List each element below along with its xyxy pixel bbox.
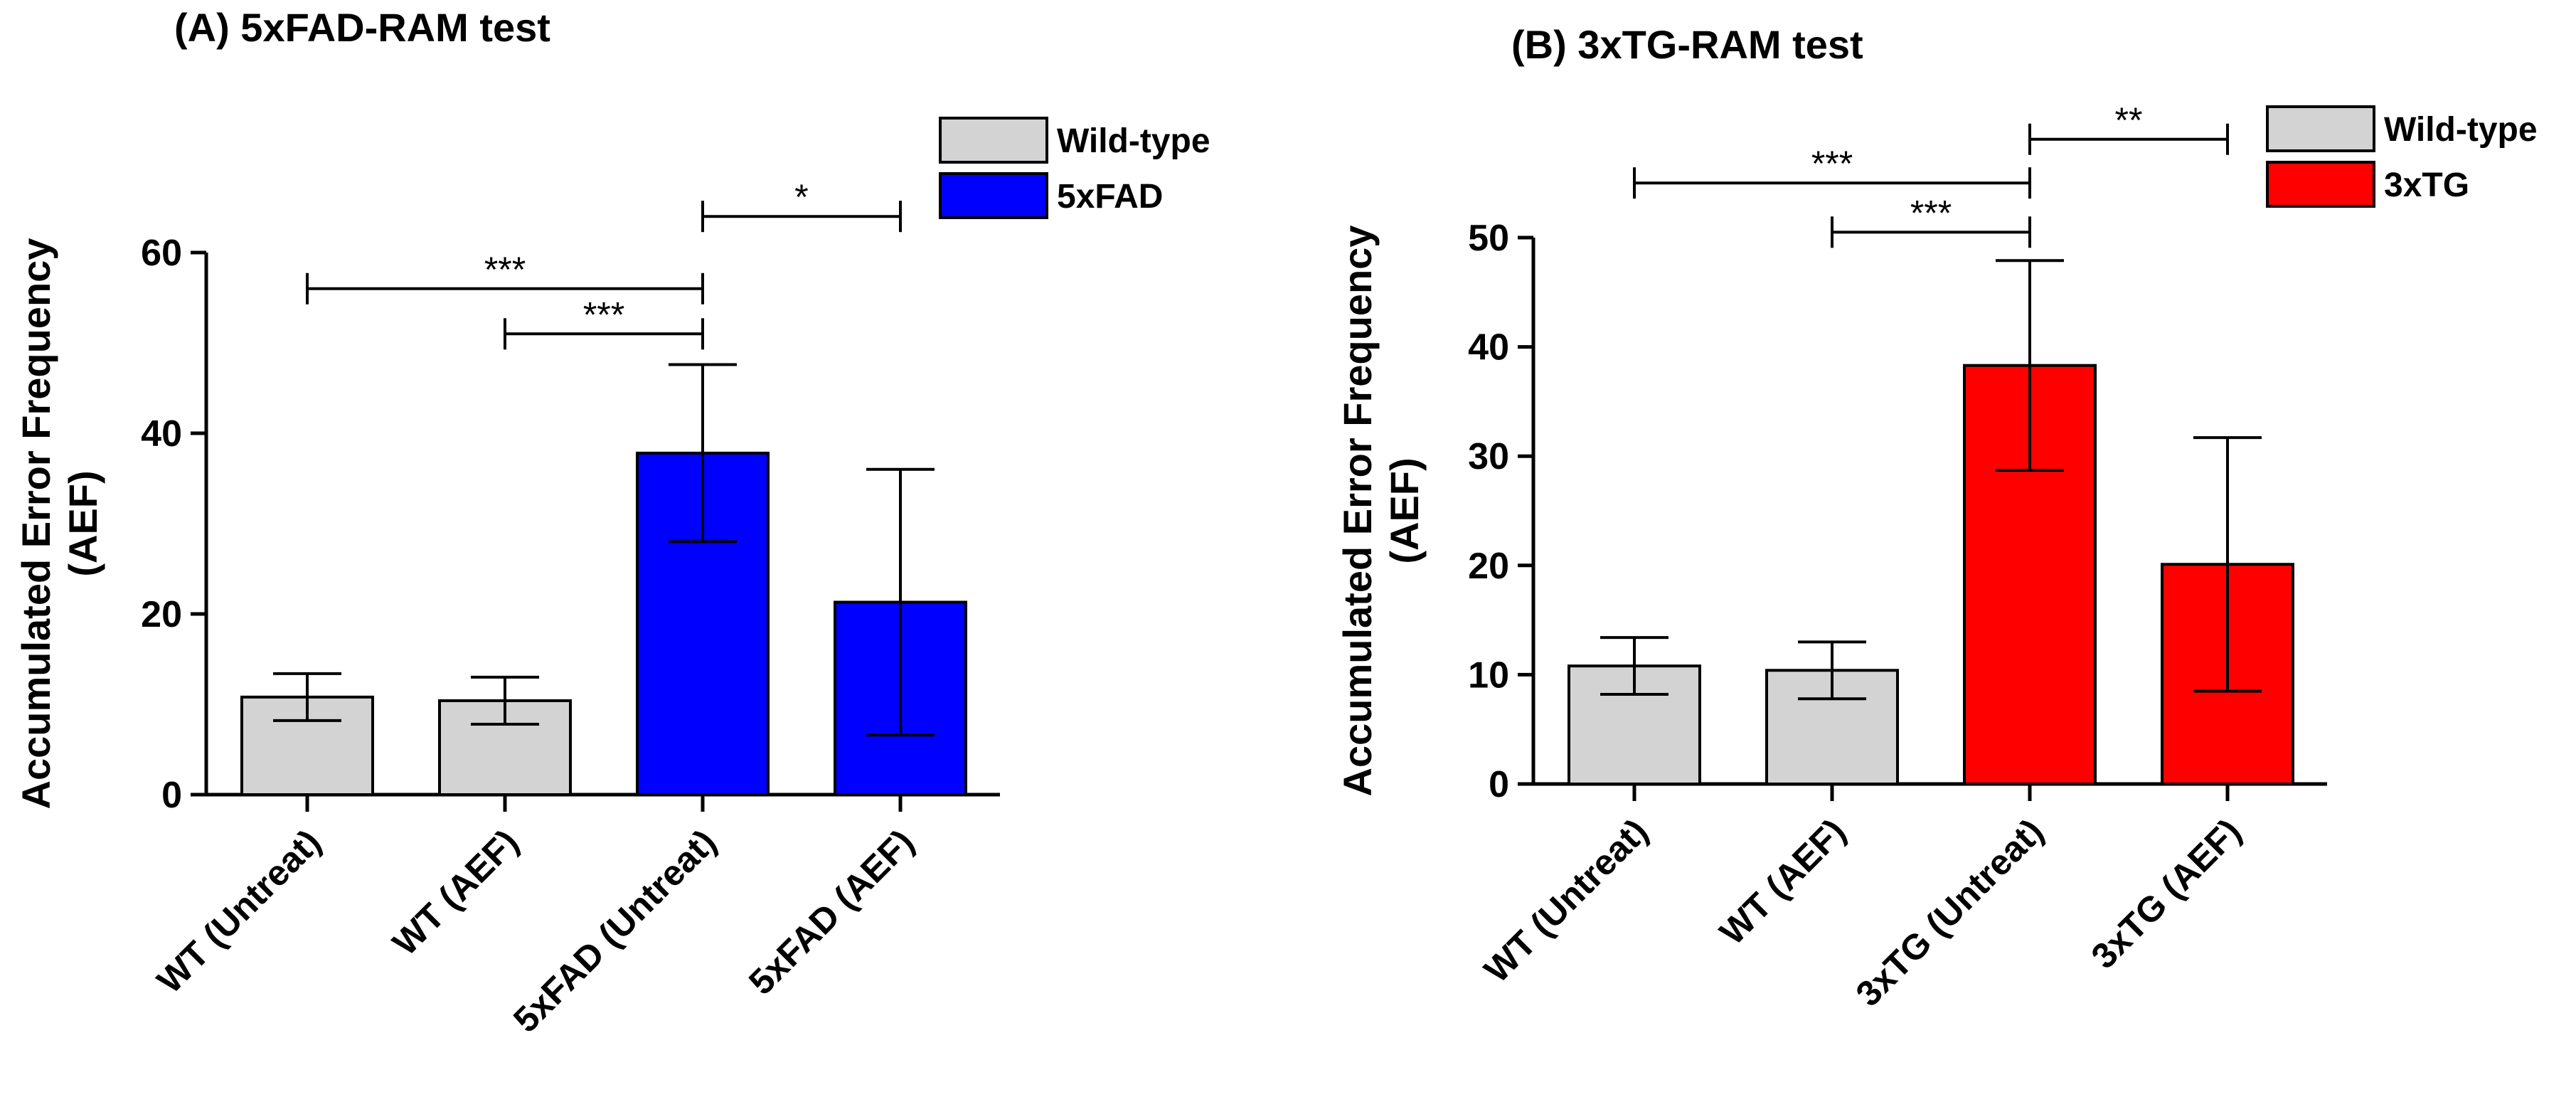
legend-swatch: [939, 172, 1048, 219]
x-tick-label: WT (Untreat): [149, 822, 329, 1001]
x-tick-label: 5xFAD (AEF): [741, 822, 922, 1002]
x-tick-label: 5xFAD (Untreat): [506, 822, 724, 1040]
legend-label: Wild-type: [2384, 111, 2538, 149]
significance-label: **: [2115, 100, 2143, 140]
chart-panel-b: (B) 3xTG-RAM test Accumulated Error Frequ…: [1335, 22, 2538, 1014]
y-axis-title-line: Accumulated Error Frequency: [14, 238, 58, 810]
significance-label: ***: [1910, 193, 1952, 233]
y-axis-title-line: (AEF): [1382, 457, 1427, 563]
legend-label: 3xTG: [2384, 166, 2469, 204]
y-axis-title-line: Accumulated Error Frequency: [1335, 226, 1380, 797]
legend-label: Wild-type: [1057, 122, 1210, 160]
y-tick-label: 10: [1468, 655, 1509, 696]
y-tick-label: 60: [141, 233, 182, 274]
legend-label: 5xFAD: [1057, 178, 1163, 216]
y-axis-title: Accumulated Error Frequency(AEF): [14, 238, 105, 810]
legend-swatch: [939, 117, 1048, 164]
x-tick-label: WT (AEF): [1712, 811, 1853, 953]
x-tick-label: WT (AEF): [385, 822, 526, 963]
chart-panel-a: (A) 5xFAD-RAM test Accumulated Error Freq…: [14, 5, 1210, 1040]
y-tick-label: 40: [1468, 327, 1509, 369]
x-tick-label: 3xTG (Untreat): [1848, 811, 2051, 1014]
panel-title: (A) 5xFAD-RAM test: [174, 5, 550, 50]
y-tick-label: 20: [1468, 546, 1509, 587]
y-tick-label: 0: [161, 775, 182, 816]
x-tick-label: WT (Untreat): [1476, 811, 1656, 990]
y-axis-title-line: (AEF): [60, 470, 105, 576]
y-axis-title: Accumulated Error Frequency(AEF): [1335, 226, 1427, 797]
y-tick-label: 0: [1489, 764, 1509, 805]
y-tick-label: 50: [1468, 218, 1509, 259]
legend-swatch: [2266, 161, 2375, 208]
legend-swatch: [2266, 105, 2375, 152]
significance-label: ***: [583, 295, 624, 334]
significance-label: ***: [484, 250, 526, 290]
y-tick-label: 40: [141, 413, 182, 455]
y-tick-label: 30: [1468, 436, 1509, 477]
significance-label: ***: [1811, 144, 1853, 184]
y-tick-label: 20: [141, 594, 182, 635]
significance-label: *: [794, 177, 808, 217]
panel-title: (B) 3xTG-RAM test: [1511, 22, 1863, 67]
x-tick-label: 3xTG (AEF): [2084, 811, 2249, 976]
